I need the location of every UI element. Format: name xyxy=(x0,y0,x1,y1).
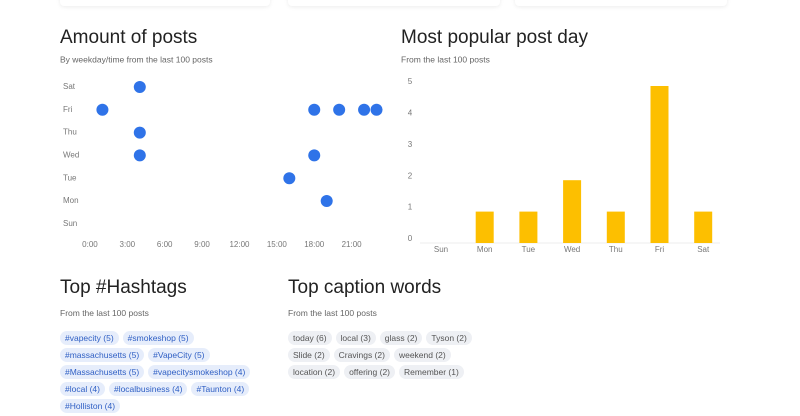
section-title: Top #Hashtags xyxy=(60,277,187,298)
y-tick-label: Tue xyxy=(63,173,77,182)
tag-list: today (6) local (3) glass (2) Tyson (2) Slid… xyxy=(288,331,488,379)
y-tick-label: Sun xyxy=(63,219,77,228)
bar xyxy=(650,86,669,243)
chart-subtitle: From the last 100 posts xyxy=(401,54,490,64)
x-tick-label: 18:00 xyxy=(304,240,325,249)
x-tick-label: Wed xyxy=(564,245,580,254)
tag[interactable]: glass (2) xyxy=(379,331,423,345)
y-tick-label: Mon xyxy=(63,196,79,205)
y-tick-label: 0 xyxy=(408,234,413,243)
point xyxy=(96,103,109,116)
x-tick-label: 9:00 xyxy=(194,240,210,249)
x-tick-label: Mon xyxy=(477,245,493,254)
y-tick-label: Thu xyxy=(63,128,77,137)
tag[interactable]: Cravings (2) xyxy=(333,348,390,362)
section-subtitle: From the last 100 posts xyxy=(288,308,377,318)
tag[interactable]: #vapecitysmokeshop (4) xyxy=(148,365,251,379)
x-tick-label: Tue xyxy=(522,245,536,254)
x-tick-label: Sat xyxy=(697,245,710,254)
tag[interactable]: #Taunton (4) xyxy=(191,382,250,396)
chart-subtitle: By weekday/time from the last 100 posts xyxy=(60,54,213,64)
tag[interactable]: #vapecity (5) xyxy=(60,331,119,345)
bar xyxy=(519,211,538,243)
bar xyxy=(475,211,494,243)
point xyxy=(333,103,346,116)
hashtags-section: Top #Hashtags From the last 100 posts #v… xyxy=(60,277,265,413)
card xyxy=(60,0,270,6)
point xyxy=(133,81,146,93)
tag[interactable]: #massachusetts (5) xyxy=(60,348,145,362)
x-tick-label: 0:00 xyxy=(82,240,98,249)
caption-words-section: Top caption words From the last 100 post… xyxy=(288,277,488,379)
tag[interactable]: Tyson (2) xyxy=(426,331,472,345)
card xyxy=(288,0,500,6)
point xyxy=(308,103,321,116)
point xyxy=(358,103,371,116)
charts: Amount of posts By weekday/time from the… xyxy=(60,27,720,254)
x-tick-label: Thu xyxy=(609,245,623,254)
bar xyxy=(694,211,713,243)
tag[interactable]: #Holliston (4) xyxy=(60,399,121,413)
tag[interactable]: offering (2) xyxy=(344,365,396,379)
tag[interactable]: weekend (2) xyxy=(393,348,451,362)
x-tick-label: Sun xyxy=(434,245,448,254)
y-tick-label: Fri xyxy=(63,105,73,114)
x-tick-label: 3:00 xyxy=(120,240,136,249)
tag[interactable]: location (2) xyxy=(288,365,341,379)
point xyxy=(133,126,146,139)
section-title: Top caption words xyxy=(288,277,442,298)
x-tick-label: 6:00 xyxy=(157,240,173,249)
tag[interactable]: #Massachusetts (5) xyxy=(60,365,145,379)
y-tick-label: Sat xyxy=(63,82,76,91)
tag[interactable]: today (6) xyxy=(288,331,332,345)
tag[interactable]: #VapeCity (5) xyxy=(148,348,210,362)
bar xyxy=(606,211,625,243)
tag[interactable]: #localbusiness (4) xyxy=(108,382,188,396)
card xyxy=(515,0,727,6)
y-tick-label: Wed xyxy=(63,151,79,160)
y-tick-label: 5 xyxy=(408,77,413,86)
tag[interactable]: #local (4) xyxy=(60,382,105,396)
chart-title: Amount of posts xyxy=(60,27,197,48)
y-tick-label: 3 xyxy=(408,140,413,149)
y-tick-label: 4 xyxy=(408,109,413,118)
tag[interactable]: local (3) xyxy=(335,331,376,345)
tag[interactable]: Slide (2) xyxy=(288,348,330,362)
point xyxy=(370,103,383,116)
section-subtitle: From the last 100 posts xyxy=(60,308,149,318)
tag[interactable]: #smokeshop (5) xyxy=(122,331,194,345)
tag-list: #vapecity (5) #smokeshop (5) #massachusett… xyxy=(60,331,265,413)
x-tick-label: Fri xyxy=(655,245,665,254)
x-tick-label: 21:00 xyxy=(342,240,363,249)
x-tick-label: 12:00 xyxy=(229,240,250,249)
point xyxy=(320,195,333,207)
y-tick-label: 1 xyxy=(408,203,413,212)
tag[interactable]: Remember (1) xyxy=(399,365,464,379)
y-tick-label: 2 xyxy=(408,171,413,180)
point xyxy=(283,172,296,185)
point xyxy=(133,149,146,162)
x-tick-label: 15:00 xyxy=(267,240,288,249)
bar xyxy=(563,180,582,243)
point xyxy=(308,149,321,162)
chart-title: Most popular post day xyxy=(401,27,588,48)
